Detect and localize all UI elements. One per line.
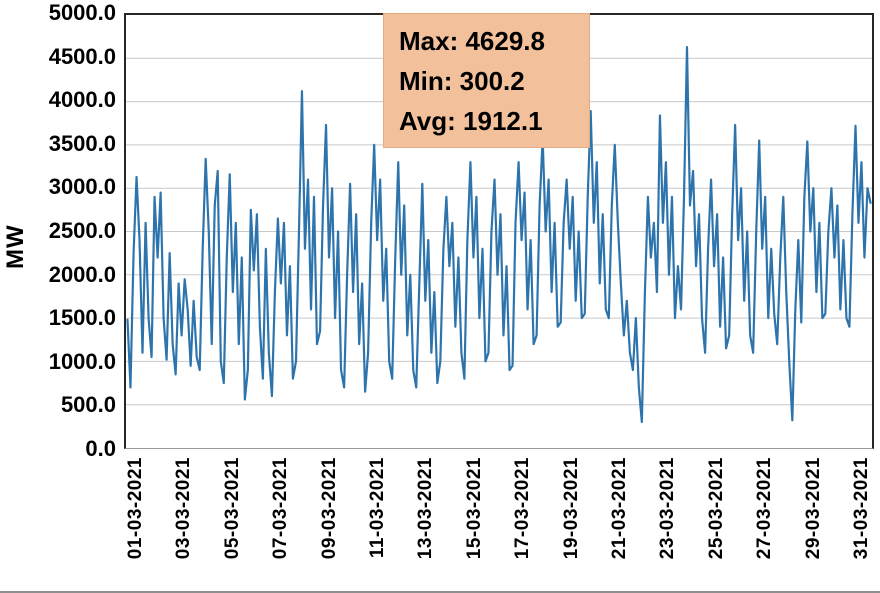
stat-avg: Avg: 1912.1 [399, 105, 543, 136]
y-tick-label: 4500.0 [48, 43, 116, 69]
y-tick-label: 1000.0 [48, 348, 116, 374]
x-tick-label: 17-03-2021 [512, 457, 534, 560]
y-tick-label: 4000.0 [48, 87, 116, 113]
x-tick-label: 15-03-2021 [463, 457, 485, 560]
y-tick-label: 3000.0 [48, 174, 116, 200]
y-tick-label: 1500.0 [48, 305, 116, 331]
x-tick-label: 27-03-2021 [754, 457, 776, 560]
y-tick-label: 5000.0 [48, 0, 116, 25]
demand-series-line [126, 45, 872, 424]
x-tick-label: 05-03-2021 [221, 457, 243, 560]
x-tick-label: 07-03-2021 [270, 457, 292, 560]
stats-annotation-box: Max: 4629.8 Min: 300.2 Avg: 1912.1 [383, 13, 590, 148]
x-tick-label: 23-03-2021 [657, 457, 679, 560]
x-tick-label: 19-03-2021 [560, 457, 582, 560]
y-tick-label: 3500.0 [48, 130, 116, 156]
x-tick-label: 25-03-2021 [705, 457, 727, 560]
y-tick-label: 500.0 [60, 392, 116, 418]
y-tick-label: 2500.0 [48, 218, 116, 243]
stat-min: Min: 300.2 [399, 65, 525, 96]
y-tick-label: 2000.0 [48, 261, 116, 287]
x-tick-label: 31-03-2021 [850, 457, 872, 560]
stat-max: Max: 4629.8 [399, 25, 545, 56]
x-tick-label: 29-03-2021 [802, 457, 824, 560]
x-tick-label: 11-03-2021 [367, 457, 389, 559]
plot-area [124, 13, 874, 449]
y-tick-label: 0.0 [85, 436, 116, 461]
x-tick-label: 09-03-2021 [318, 457, 340, 560]
x-tick-label: 21-03-2021 [608, 457, 630, 560]
x-tick-label: 13-03-2021 [415, 457, 437, 560]
x-tick-label: 01-03-2021 [125, 457, 147, 560]
x-tick-label: 03-03-2021 [173, 457, 195, 560]
